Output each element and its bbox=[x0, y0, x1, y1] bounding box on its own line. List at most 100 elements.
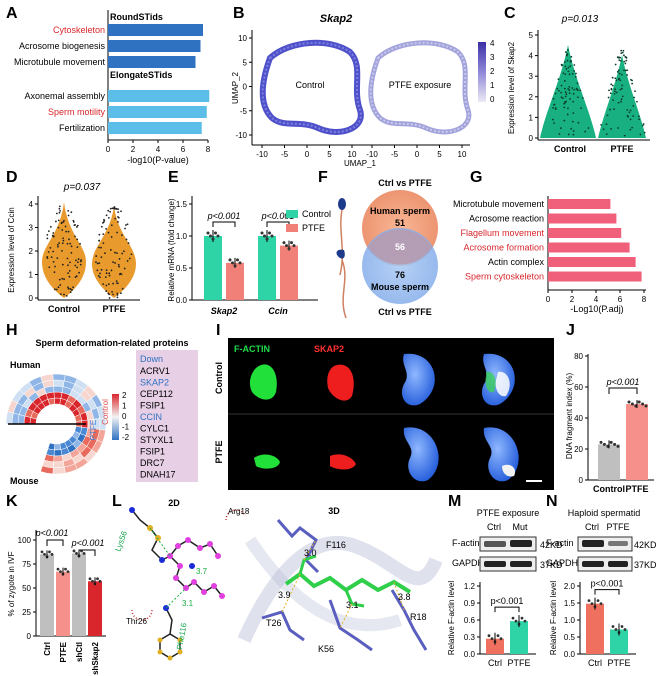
data-point bbox=[109, 210, 112, 213]
data-point bbox=[567, 49, 569, 51]
data-point bbox=[100, 246, 102, 249]
data-point bbox=[117, 208, 120, 211]
term-label: Fertilization bbox=[59, 123, 105, 133]
y-tick-label: 2 bbox=[29, 247, 34, 256]
data-point bbox=[624, 69, 627, 72]
data-point bbox=[79, 242, 81, 245]
data-point bbox=[67, 264, 69, 267]
data-point bbox=[568, 73, 571, 76]
data-point bbox=[573, 88, 576, 91]
data-point bbox=[69, 291, 72, 294]
x-tick-label: 8 bbox=[206, 145, 211, 154]
data-point bbox=[120, 210, 122, 213]
heatmap-cell bbox=[53, 385, 64, 393]
data-point bbox=[102, 221, 104, 224]
panel-b: B Skap2 Control PTFE exposure -10-50510-… bbox=[231, 5, 495, 168]
data-point bbox=[64, 225, 67, 228]
data-point bbox=[628, 111, 631, 114]
bar-control bbox=[204, 236, 222, 300]
data-point bbox=[599, 440, 603, 444]
data-point bbox=[626, 109, 629, 111]
y-tick-label: 4 bbox=[529, 52, 534, 61]
y-tick-label: 1.0 bbox=[176, 232, 188, 241]
data-point bbox=[571, 87, 574, 89]
data-point bbox=[125, 238, 128, 241]
data-point bbox=[617, 101, 620, 104]
data-point bbox=[119, 272, 122, 275]
x-tick-label: -5 bbox=[391, 150, 399, 159]
data-point bbox=[58, 242, 61, 244]
data-point bbox=[98, 262, 101, 264]
x-tick-label: 6 bbox=[618, 295, 623, 304]
data-point bbox=[641, 124, 644, 127]
data-point bbox=[61, 249, 63, 252]
y-axis-label: DNA fragment index (%) bbox=[565, 373, 574, 460]
data-point bbox=[98, 579, 102, 583]
data-point bbox=[563, 61, 566, 63]
data-point bbox=[552, 106, 554, 109]
data-point bbox=[625, 56, 628, 59]
data-point bbox=[611, 625, 615, 628]
bar bbox=[486, 638, 504, 654]
data-point bbox=[616, 444, 620, 448]
data-point bbox=[568, 89, 571, 92]
sig-bracket bbox=[46, 539, 64, 546]
data-point bbox=[614, 90, 616, 93]
term-label: Acrosome formation bbox=[463, 243, 544, 253]
data-point bbox=[67, 287, 70, 290]
data-point bbox=[116, 294, 119, 296]
data-point bbox=[59, 209, 62, 212]
data-point bbox=[268, 231, 271, 235]
y-tick-label: 25 bbox=[22, 608, 31, 617]
data-point bbox=[54, 265, 56, 268]
data-point bbox=[59, 293, 62, 296]
panel-e: E 0.0 0.5 1.0 1.5 p<0.001 Skap2 p<0.001 Ccin R… bbox=[167, 169, 331, 316]
p-value: p<0.001 bbox=[491, 596, 524, 606]
y-tick-label: 60 bbox=[574, 383, 583, 392]
data-point bbox=[68, 238, 70, 241]
protein-label: FSIP1 bbox=[140, 447, 165, 457]
panel-label: G bbox=[470, 169, 482, 186]
data-point bbox=[50, 553, 54, 556]
data-point bbox=[567, 133, 570, 136]
data-point bbox=[77, 258, 80, 260]
data-point bbox=[112, 282, 115, 285]
data-point bbox=[114, 217, 117, 220]
bar bbox=[108, 122, 202, 134]
bar bbox=[598, 444, 620, 480]
colorbar bbox=[478, 42, 486, 102]
data-point bbox=[117, 221, 119, 223]
panel-j: J 0 20 40 60 80 Control PTFE p<0.001 DNA fragm… bbox=[565, 322, 654, 494]
data-point bbox=[52, 235, 55, 238]
data-point bbox=[558, 133, 561, 135]
data-point bbox=[634, 90, 636, 92]
data-point bbox=[587, 127, 590, 129]
data-point bbox=[553, 122, 556, 124]
data-point bbox=[48, 550, 51, 554]
data-point bbox=[228, 258, 232, 262]
data-point bbox=[72, 219, 75, 222]
data-point bbox=[619, 56, 622, 59]
data-point bbox=[260, 231, 264, 235]
panel-d: D p=0.037 0 1 2 3 4 Control PTFE Expression … bbox=[6, 169, 140, 314]
bar bbox=[108, 90, 210, 102]
data-point bbox=[59, 570, 62, 574]
data-point bbox=[599, 602, 603, 606]
panel-label: F bbox=[318, 169, 328, 186]
data-point bbox=[82, 552, 86, 555]
residue-lys56: Lys56 bbox=[113, 529, 129, 552]
heatmap-cell bbox=[40, 465, 54, 475]
data-point bbox=[619, 79, 622, 82]
data-point bbox=[52, 260, 55, 263]
data-point bbox=[563, 87, 566, 90]
sperm-icon-mouse bbox=[336, 249, 347, 319]
data-point bbox=[602, 128, 605, 131]
panel-i: I F-ACTIN SKAP2 Control PTFE bbox=[214, 322, 554, 490]
data-point bbox=[633, 96, 636, 99]
y-axis-label: Expression level of Skap2 bbox=[507, 41, 516, 134]
data-point bbox=[629, 109, 632, 112]
group-label: PTFE bbox=[507, 658, 530, 668]
circular-heatmap bbox=[5, 373, 107, 475]
y-tick-label: 2 bbox=[529, 93, 534, 102]
data-point bbox=[596, 599, 600, 603]
